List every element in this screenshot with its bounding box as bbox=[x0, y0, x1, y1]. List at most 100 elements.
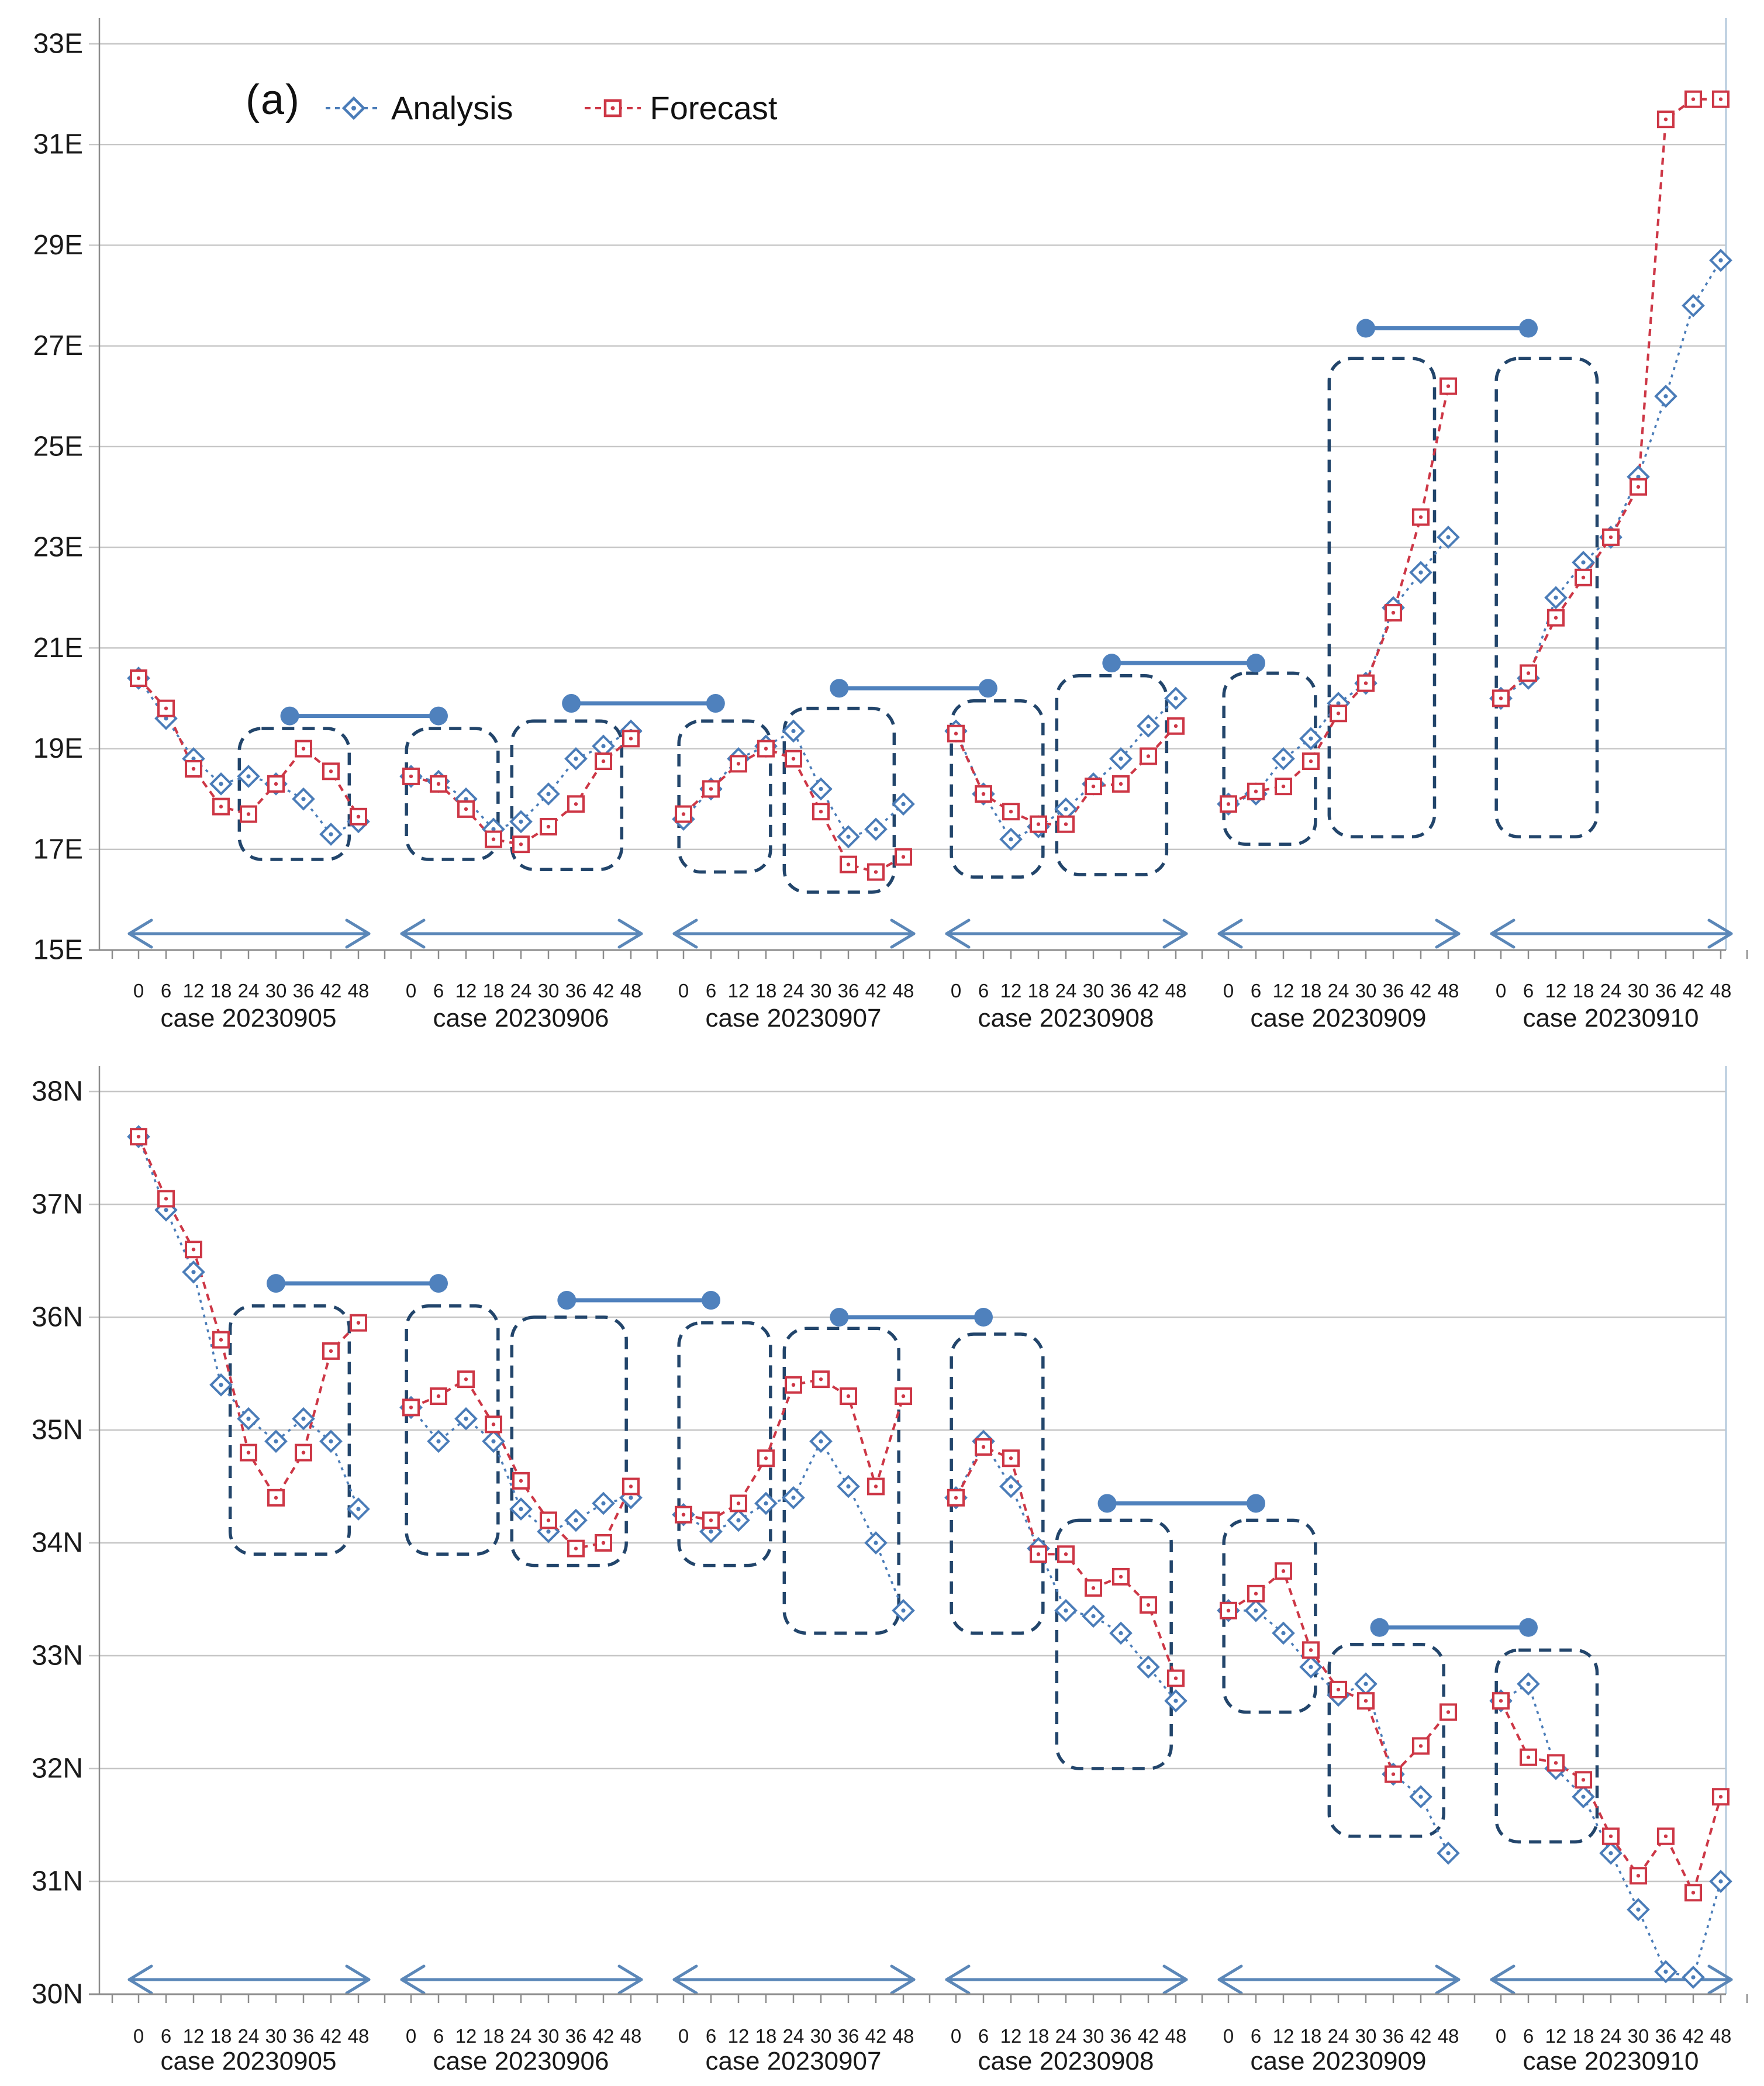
forecast-point bbox=[1220, 1601, 1237, 1619]
axes bbox=[98, 18, 1727, 950]
x-tick-label: 12 bbox=[728, 2025, 750, 2047]
x-tick-label: 36 bbox=[293, 980, 315, 1001]
same-valid-time-box bbox=[677, 1321, 772, 1567]
forecast-point bbox=[730, 755, 747, 773]
x-tick-label: 30 bbox=[1083, 2025, 1104, 2047]
y-tick-label: 31E bbox=[33, 129, 83, 160]
x-tick-label: 24 bbox=[1600, 980, 1622, 1001]
x-tick-label: 0 bbox=[406, 2025, 416, 2047]
y-tick-label: 33E bbox=[33, 29, 83, 60]
same-valid-time-box bbox=[510, 1315, 628, 1567]
x-tick-label: 48 bbox=[893, 2025, 914, 2047]
x-tick-label: 48 bbox=[1710, 980, 1732, 1001]
case-label: case 20230905 bbox=[161, 1004, 337, 1032]
connector-dot bbox=[562, 694, 581, 713]
x-tick-label: 18 bbox=[1573, 980, 1594, 1001]
case-label: case 20230908 bbox=[978, 2047, 1154, 2075]
x-tick-label: 36 bbox=[838, 2025, 859, 2047]
y-tick-label: 15E bbox=[33, 935, 83, 966]
x-tick-label: 0 bbox=[1496, 980, 1506, 1001]
highlight-boxes bbox=[237, 357, 1599, 894]
x-tick-label: 42 bbox=[593, 2025, 615, 2047]
axes bbox=[98, 1066, 1727, 1994]
x-tick-label: 0 bbox=[678, 2025, 689, 2047]
forecast-point bbox=[1439, 377, 1457, 395]
x-tick-label: 36 bbox=[1110, 2025, 1132, 2047]
x-tick-label: 42 bbox=[320, 2025, 342, 2047]
legend-a-forecast: Forecast bbox=[584, 89, 777, 127]
forecast-series-markers bbox=[130, 1128, 1730, 1902]
x-tick-label: 24 bbox=[783, 2025, 805, 2047]
same-valid-time-box bbox=[510, 719, 624, 871]
same-valid-time-box bbox=[950, 1332, 1045, 1635]
y-axis-labels: 33E 31E 29E 27E 25E 23E 21E 19E 17E 15E bbox=[33, 29, 83, 966]
x-tick-label: 6 bbox=[433, 2025, 444, 2047]
connector-dot bbox=[267, 1274, 285, 1293]
case-label: case 20230910 bbox=[1523, 2047, 1699, 2075]
analysis-series-markers bbox=[127, 248, 1732, 851]
x-tick-label: 18 bbox=[755, 2025, 777, 2047]
x-tick-label: 36 bbox=[565, 2025, 587, 2047]
x-tick-label: 48 bbox=[620, 2025, 642, 2047]
y-tick-label: 38N bbox=[32, 1076, 83, 1107]
x-tick-label: 6 bbox=[706, 2025, 716, 2047]
x-tick-label: 6 bbox=[978, 2025, 989, 2047]
x-tick-label: 0 bbox=[1496, 2025, 1506, 2047]
connector-dot bbox=[1519, 1618, 1538, 1637]
analysis-series-lines bbox=[137, 260, 1722, 841]
x-tick-label: 18 bbox=[1300, 980, 1322, 1001]
analysis-marker-icon bbox=[326, 96, 382, 120]
same-valid-time-box bbox=[1327, 357, 1437, 838]
valid-time-connectors bbox=[280, 319, 1538, 726]
case-labels: case 20230905 case 20230906 case 20230907 c… bbox=[161, 1004, 1699, 1032]
x-tick-label: 42 bbox=[1683, 2025, 1704, 2047]
y-tick-label: 27E bbox=[33, 330, 83, 361]
x-tick-label: 30 bbox=[538, 980, 560, 1001]
forecast-point bbox=[1275, 778, 1292, 796]
same-valid-time-box bbox=[1055, 1518, 1173, 1770]
x-tick-label: 30 bbox=[1355, 980, 1377, 1001]
x-tick-label: 6 bbox=[433, 980, 444, 1001]
forecast-point bbox=[1547, 1754, 1565, 1772]
y-tick-label: 32N bbox=[32, 1753, 83, 1784]
case-label: case 20230909 bbox=[1251, 2047, 1427, 2075]
x-tick-label: 6 bbox=[1251, 2025, 1261, 2047]
x-tick-label: 30 bbox=[1355, 2025, 1377, 2047]
case-label: case 20230906 bbox=[433, 2047, 609, 2075]
x-tick-label: 30 bbox=[265, 980, 287, 1001]
x-tick-label: 36 bbox=[1383, 980, 1404, 1001]
forecast-point bbox=[402, 767, 420, 785]
forecast-point bbox=[130, 1128, 147, 1146]
x-tick-label: 0 bbox=[951, 980, 961, 1001]
legend-a: Analysis Forecast bbox=[325, 89, 777, 127]
x-tick-label: 12 bbox=[1545, 980, 1567, 1001]
connector-dot bbox=[974, 1308, 993, 1327]
same-valid-time-box bbox=[950, 699, 1045, 879]
case-labels: case 20230905 case 20230906 case 20230907 c… bbox=[161, 2047, 1699, 2075]
x-tick-label: 6 bbox=[161, 2025, 171, 2047]
x-tick-label: 42 bbox=[865, 2025, 887, 2047]
connector-dot bbox=[706, 694, 725, 713]
x-tick-label: 0 bbox=[678, 980, 689, 1001]
x-tick-label: 6 bbox=[161, 980, 171, 1001]
same-valid-time-box bbox=[1222, 1518, 1317, 1714]
same-valid-time-box bbox=[677, 719, 772, 874]
x-tick-label: 0 bbox=[133, 2025, 144, 2047]
connector-dot bbox=[1247, 654, 1265, 673]
x-tick-label: 42 bbox=[1138, 2025, 1159, 2047]
x-tick-label: 48 bbox=[348, 2025, 370, 2047]
forecast-marker-icon bbox=[584, 99, 641, 117]
connector-dot bbox=[557, 1291, 577, 1310]
forecast-point bbox=[675, 805, 692, 823]
same-valid-time-box bbox=[1494, 357, 1599, 838]
connector-dot bbox=[978, 679, 997, 698]
x-tick-label: 12 bbox=[455, 980, 477, 1001]
legend-a-analysis-label: Analysis bbox=[391, 89, 513, 126]
same-valid-time-box bbox=[237, 727, 351, 861]
same-valid-time-box bbox=[1222, 671, 1317, 846]
x-tick-label: 36 bbox=[838, 980, 859, 1001]
forecast-point bbox=[1140, 1596, 1157, 1614]
highlight-boxes bbox=[228, 1304, 1599, 1844]
panel-a: 33E 31E 29E 27E 25E 23E 21E 19E 17E 15E 0 6 12 18 24 30… bbox=[33, 18, 1748, 1032]
